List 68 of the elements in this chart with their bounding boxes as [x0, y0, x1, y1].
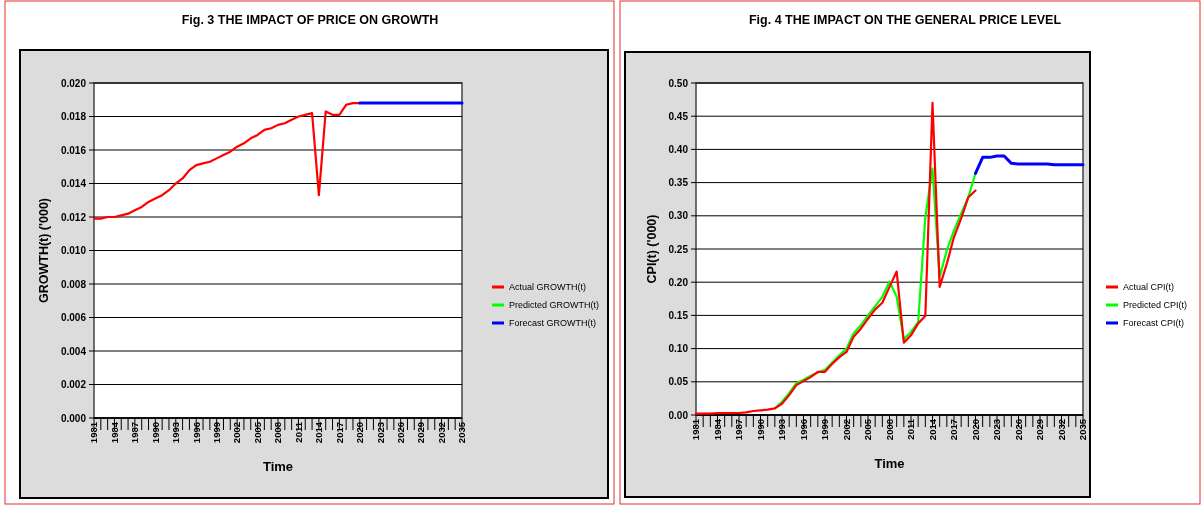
x-tick-label: 1999 [210, 422, 222, 444]
x-tick-label: 2011 [292, 421, 304, 443]
x-tick-label: 2017 [333, 422, 345, 444]
legend-label: Forecast GROWTH(t) [509, 318, 596, 329]
x-tick-label: 2029 [1034, 419, 1046, 441]
x-tick-label: 2002 [840, 419, 852, 441]
x-tick-label: 2002 [231, 422, 243, 444]
line-series [694, 101, 977, 415]
y-tick-label: 0.20 [668, 276, 689, 288]
x-tick-label: 1993 [170, 422, 182, 444]
x-tick-label: 1981 [88, 421, 100, 444]
x-tick-label: 1987 [733, 419, 745, 441]
y-tick-label: 0.30 [668, 210, 689, 222]
y-tick-label: 0.018 [60, 111, 87, 122]
y-axis-title: CPI(t) ('000) [645, 214, 659, 284]
legend-label: Actual GROWTH(t) [509, 282, 587, 293]
y-tick-label: 0.35 [668, 177, 689, 189]
y-tick-label: 0.45 [668, 110, 689, 122]
x-tick-label: 2005 [251, 421, 263, 444]
chart-title: Fig. 4 THE IMPACT ON THE GENERAL PRICE LEVEL [748, 13, 1062, 27]
x-tick-label: 2029 [415, 422, 427, 444]
x-tick-label: 2014 [313, 421, 325, 444]
x-tick-label: 1999 [819, 419, 831, 441]
x-tick-label: 2008 [272, 422, 284, 444]
x-tick-label: 2035 [1077, 418, 1089, 441]
legend-label: Predicted CPI(t) [1123, 300, 1188, 311]
y-tick-label: 0.020 [60, 77, 87, 89]
y-tick-label: 0.10 [668, 343, 689, 355]
x-tick-label: 1987 [129, 422, 141, 444]
y-tick-label: 0.15 [668, 309, 689, 321]
x-tick-label: 1981 [690, 418, 702, 441]
y-axis-title: GROWTH(t) ('000) [37, 197, 51, 304]
y-tick-label: 0.016 [60, 144, 87, 156]
x-tick-label: 2035 [456, 421, 468, 444]
x-tick-label: 2017 [948, 419, 960, 441]
y-tick-label: 0.05 [668, 376, 689, 388]
y-tick-label: 0.002 [60, 379, 87, 390]
x-tick-label: 2011 [905, 418, 917, 440]
x-tick-label: 1990 [149, 422, 161, 444]
x-axis-title: Time [874, 456, 905, 471]
x-axis-title: Time [262, 459, 294, 474]
x-tick-label: 2005 [862, 418, 874, 441]
x-tick-label: 2023 [374, 422, 386, 444]
y-tick-label: 0.40 [668, 143, 689, 155]
x-tick-label: 2020 [354, 422, 366, 444]
legend-label: Predicted GROWTH(t) [509, 300, 600, 311]
legend-label: Forecast CPI(t) [1123, 318, 1185, 329]
line-series [92, 102, 361, 220]
line-series [974, 154, 1085, 175]
legend-label: Actual CPI(t) [1123, 282, 1175, 293]
y-tick-label: 0.012 [60, 211, 87, 223]
x-tick-label: 2032 [435, 422, 447, 444]
line-series [773, 167, 977, 410]
x-tick-label: 1996 [190, 422, 202, 444]
y-tick-label: 0.50 [668, 77, 689, 89]
x-tick-label: 2023 [991, 419, 1003, 441]
y-tick-label: 0.000 [60, 412, 87, 424]
y-tick-label: 0.004 [60, 345, 87, 357]
y-tick-label: 0.00 [668, 409, 689, 421]
x-tick-label: 1984 [108, 421, 120, 444]
y-tick-label: 0.006 [60, 312, 87, 323]
y-tick-label: 0.014 [60, 178, 87, 189]
x-tick-label: 2026 [394, 422, 406, 444]
chart-title: Fig. 3 THE IMPACT OF PRICE ON GROWTH [181, 13, 439, 27]
y-tick-label: 0.25 [668, 243, 689, 255]
x-tick-label: 1993 [776, 419, 788, 441]
y-tick-label: 0.008 [60, 278, 87, 290]
y-tick-label: 0.010 [60, 245, 87, 256]
